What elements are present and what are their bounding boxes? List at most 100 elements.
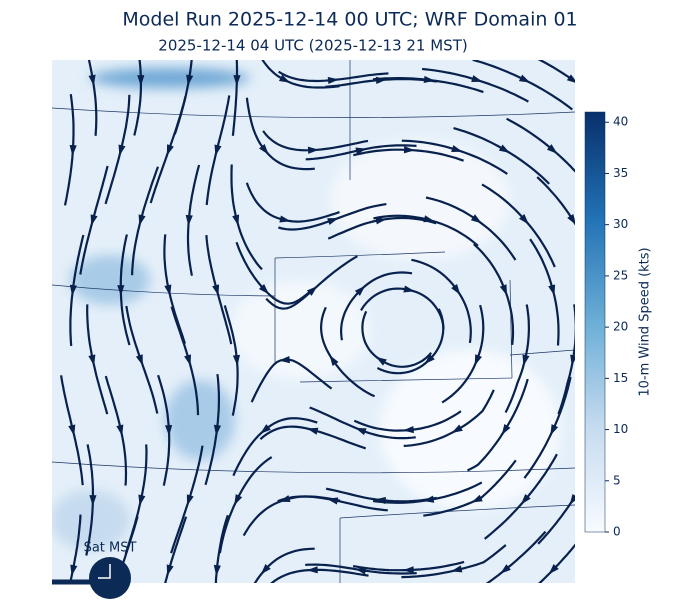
stream-arrow xyxy=(116,424,124,436)
stream-arrow xyxy=(70,564,78,576)
stream-arrow xyxy=(232,354,240,366)
stream-arrow xyxy=(260,564,271,575)
stream-arrow xyxy=(423,215,435,223)
stream-arrow xyxy=(327,217,339,225)
clock-hands xyxy=(98,564,111,579)
stream-arrow xyxy=(422,495,435,503)
stream-arrow xyxy=(569,494,575,505)
stream-arrow xyxy=(329,355,339,366)
stream-arrow xyxy=(278,74,291,83)
stream-arrow xyxy=(546,144,558,154)
stream-arrow xyxy=(499,284,507,296)
stream-arrow xyxy=(186,74,194,86)
stream-arrow xyxy=(501,424,511,436)
stream-arrow xyxy=(137,75,145,86)
stream-arrow xyxy=(118,144,126,156)
stream-arrow xyxy=(232,214,240,226)
stream-arrow xyxy=(69,144,77,156)
stream-arrow xyxy=(186,494,194,506)
stream-arrow xyxy=(570,354,575,366)
stream-arrow xyxy=(166,144,174,156)
stream-arrow xyxy=(518,74,531,83)
colorbar-label: 10-m Wind Speed (kts) xyxy=(638,247,653,396)
colorbar-ticks: 0 5 10 15 20 25 30 35 40 xyxy=(605,115,628,539)
state-borders xyxy=(52,60,575,583)
stream-arrow xyxy=(474,354,482,366)
stream-arrow xyxy=(212,284,220,296)
colorbar-tick-label: 35 xyxy=(613,166,628,180)
stream-arrow xyxy=(214,144,222,156)
colorbar xyxy=(584,111,606,533)
stream-arrow xyxy=(234,494,243,506)
stream-arrow xyxy=(258,284,269,295)
colorbar-tick-label: 25 xyxy=(613,268,628,282)
stream-arrow xyxy=(354,285,366,296)
stream-arrow xyxy=(166,564,174,576)
stream-arrow xyxy=(451,284,461,295)
colorbar-tick-label: 10 xyxy=(613,422,628,436)
stream-arrow xyxy=(451,565,463,573)
stream-arrow xyxy=(548,564,559,575)
subtitle: 2025-12-14 04 UTC (2025-12-13 21 MST) xyxy=(158,37,467,55)
stream-arrow xyxy=(68,424,76,436)
stream-arrow xyxy=(498,144,511,154)
colorbar-tick-label: 30 xyxy=(613,217,628,231)
stream-arrow xyxy=(375,217,387,225)
stream-arrow xyxy=(355,147,367,155)
stream-arrow xyxy=(233,75,241,86)
stream-arrow xyxy=(213,564,221,576)
stream-arrow xyxy=(259,144,269,155)
stream-arrow xyxy=(138,494,146,506)
stream-arrow xyxy=(185,214,193,226)
stream-arrow xyxy=(375,356,387,366)
title: Model Run 2025-12-14 00 UTC; WRF Domain … xyxy=(122,9,577,31)
map xyxy=(52,60,575,583)
stream-arrow xyxy=(471,75,483,83)
stream-arrow xyxy=(354,567,367,575)
stream-arrow xyxy=(471,494,483,503)
stream-arrow xyxy=(402,425,414,434)
stream-arrow xyxy=(260,424,271,434)
stream-arrow xyxy=(306,286,318,296)
stream-arrow xyxy=(548,284,556,296)
stream-arrow xyxy=(403,285,415,293)
stream-arrow xyxy=(135,354,143,366)
stream-arrow xyxy=(307,427,319,435)
stream-arrow xyxy=(90,214,98,226)
stream-arrow xyxy=(451,145,463,152)
stream-arrow xyxy=(326,497,339,505)
stream-arrow xyxy=(307,146,319,154)
stream-arrow xyxy=(423,75,435,84)
stream-arrow xyxy=(88,74,96,86)
stream-arrow xyxy=(88,354,96,366)
stream-arrow xyxy=(550,424,559,436)
stream-arrow xyxy=(424,354,435,365)
streamlines xyxy=(60,60,575,583)
stream-arrow xyxy=(567,214,575,225)
clock-label: Sat MST xyxy=(84,541,137,556)
stream-arrow xyxy=(470,214,482,224)
stream-arrow xyxy=(518,214,529,225)
colorbar-tick-label: 0 xyxy=(613,525,621,539)
stream-arrow xyxy=(213,424,222,436)
stream-arrow xyxy=(138,214,146,226)
colorbar-tick-label: 40 xyxy=(613,115,628,129)
stream-arrow xyxy=(89,495,97,506)
stream-arrow xyxy=(165,425,173,436)
stream-arrow xyxy=(403,146,415,154)
stream-arrow xyxy=(306,566,318,574)
colorbar-tick-label: 5 xyxy=(613,473,621,487)
stream-arrow xyxy=(402,566,414,574)
colorbar-tick-label: 15 xyxy=(613,371,628,385)
stream-arrow xyxy=(69,284,78,296)
stream-arrow xyxy=(184,354,191,366)
stream-arrow xyxy=(278,356,290,364)
stream-arrow xyxy=(355,427,367,436)
stream-arrow xyxy=(164,284,172,296)
stream-arrow xyxy=(327,76,339,85)
stream-arrow xyxy=(522,354,530,366)
stream-arrow xyxy=(520,494,531,505)
stream-arrow xyxy=(566,74,575,83)
stream-arrow xyxy=(279,215,291,223)
